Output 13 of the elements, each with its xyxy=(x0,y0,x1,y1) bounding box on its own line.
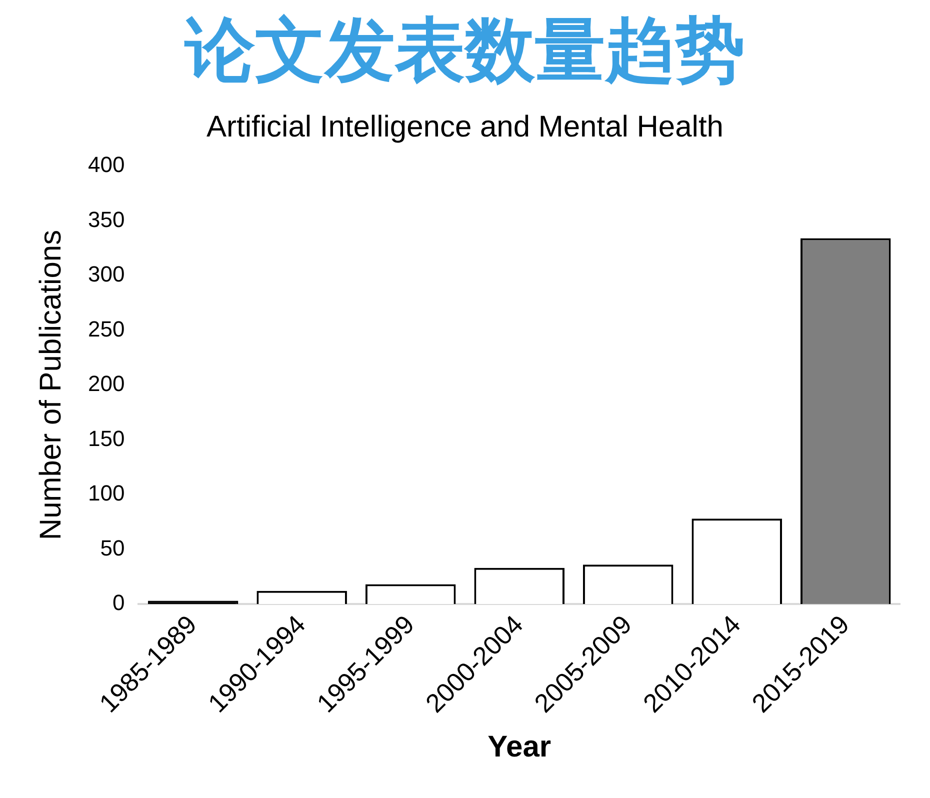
x-axis-title: Year xyxy=(488,730,552,764)
y-tick-label: 400 xyxy=(88,152,125,178)
chart-subtitle: Artificial Intelligence and Mental Health xyxy=(206,110,724,144)
y-tick-label: 50 xyxy=(100,535,125,560)
y-tick-label: 350 xyxy=(88,206,125,232)
y-tick-label: 100 xyxy=(88,480,125,506)
y-tick-label: 200 xyxy=(88,371,125,396)
chart-title: 论文发表数量趋势 xyxy=(183,8,746,93)
y-tick-label: 150 xyxy=(88,426,125,451)
y-tick-label: 250 xyxy=(88,316,125,342)
y-tick-label: 300 xyxy=(88,262,125,287)
y-axis-title: Number of Publications xyxy=(34,230,68,540)
y-tick-label: 0 xyxy=(112,590,125,616)
